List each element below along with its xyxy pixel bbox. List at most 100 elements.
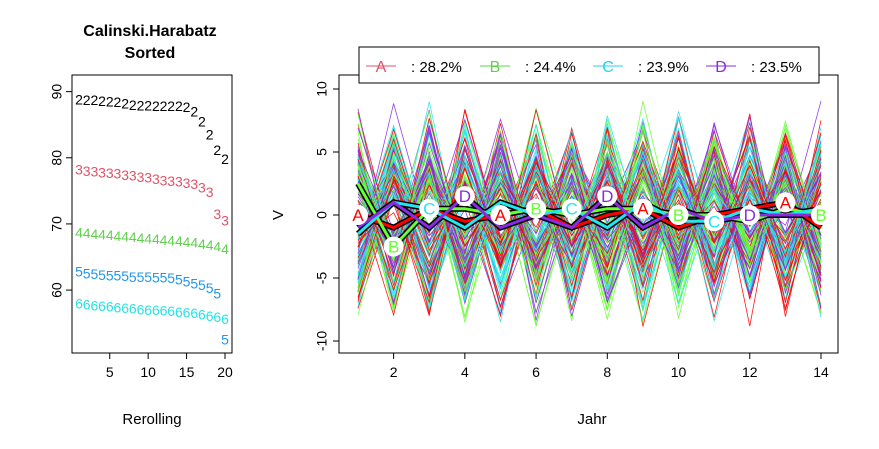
series-marker-C: C xyxy=(708,212,720,231)
series-marker-bg-A xyxy=(348,205,368,225)
left-point: 3 xyxy=(114,166,122,182)
right-x-axis: 2 4 6 8 10 12 14 xyxy=(390,353,829,380)
left-point: 2 xyxy=(75,92,83,108)
left-point: 4 xyxy=(175,233,183,249)
right-ylabel: V xyxy=(270,210,287,220)
series-marker-D: D xyxy=(601,187,613,206)
series-marker-A: A xyxy=(637,200,649,219)
left-x-axis: 5 10 15 20 xyxy=(106,353,233,380)
left-point: 2 xyxy=(206,127,214,143)
left-point: 5 xyxy=(98,267,106,283)
series-marker-B: B xyxy=(815,206,826,225)
left-point: 4 xyxy=(83,225,91,241)
left-point: 4 xyxy=(152,231,160,247)
left-y-tick-label: 60 xyxy=(49,282,65,298)
left-point: 6 xyxy=(144,302,152,318)
left-point: 5 xyxy=(121,268,129,284)
series-markers: A B C D A B C D A B C D A B xyxy=(348,186,831,257)
left-point: 4 xyxy=(144,230,152,246)
left-point: 3 xyxy=(137,169,145,185)
legend-key-B: B xyxy=(490,59,501,76)
right-x-tick-label: 2 xyxy=(390,364,398,380)
background-trajectory xyxy=(357,135,822,311)
left-point: 5 xyxy=(160,270,168,286)
series-marker-bg-C xyxy=(419,198,440,219)
series-marker-bg-D xyxy=(739,205,760,225)
left-point: 6 xyxy=(106,299,114,315)
left-point: 2 xyxy=(183,99,191,115)
left-point: 3 xyxy=(83,163,91,179)
right-x-tick-label: 8 xyxy=(603,364,611,380)
left-point: 4 xyxy=(114,228,122,244)
series-marker-bg-B xyxy=(526,198,547,219)
left-point: 6 xyxy=(183,305,191,321)
left-point: 5 xyxy=(83,266,91,282)
left-point: 5 xyxy=(175,271,183,287)
left-point: 5 xyxy=(114,268,122,284)
background-trajectory xyxy=(357,108,822,304)
left-point: 3 xyxy=(213,206,221,222)
right-x-tick-label: 6 xyxy=(532,364,540,380)
left-point: 4 xyxy=(167,232,175,248)
left-point: 5 xyxy=(183,273,191,289)
legend: A: 28.2% B: 24.4% C: 23.9% D: 23.5% xyxy=(358,46,820,84)
background-trajectory xyxy=(357,136,822,299)
left-point: 2 xyxy=(198,113,206,129)
left-point: 2 xyxy=(160,98,168,114)
left-point: 4 xyxy=(106,227,114,243)
left-point: 5 xyxy=(167,270,175,286)
right-y-tick-label: -5 xyxy=(314,272,330,285)
left-xlabel: Rerolling xyxy=(122,411,181,428)
left-point: 5 xyxy=(198,277,206,293)
left-point: 6 xyxy=(98,298,106,314)
left-point: 3 xyxy=(175,174,183,190)
left-point: 2 xyxy=(221,151,229,167)
legend-label-D: : 23.5% xyxy=(751,59,802,76)
series-marker-bg-B xyxy=(383,236,404,257)
left-x-tick-label: 10 xyxy=(140,364,156,380)
series-marker-C: C xyxy=(423,200,435,219)
left-point: 6 xyxy=(198,307,206,323)
left-point: 6 xyxy=(160,303,168,319)
series-marker-B: B xyxy=(388,238,399,257)
left-point: 3 xyxy=(167,173,175,189)
left-y-axis: 60 70 80 90 xyxy=(49,84,72,298)
left-point: 3 xyxy=(206,184,214,200)
left-point: 2 xyxy=(190,103,198,119)
legend-label-C: : 23.9% xyxy=(638,59,689,76)
series-marker-B: B xyxy=(530,200,541,219)
left-x-tick-label: 20 xyxy=(217,364,233,380)
legend-label-B: : 24.4% xyxy=(525,59,576,76)
left-point: 2 xyxy=(98,93,106,109)
left-point: 5 xyxy=(106,268,114,284)
left-point: 4 xyxy=(160,232,168,248)
right-y-axis: -10 -5 0 5 10 xyxy=(314,81,339,351)
left-point: 3 xyxy=(129,168,137,184)
left-point: 5 xyxy=(152,270,160,286)
left-chart: Calinski.Harabatz Sorted 5 10 15 20 60 70 80 9… xyxy=(49,23,233,428)
left-point: 6 xyxy=(83,297,91,313)
left-point: 4 xyxy=(75,225,83,241)
series-marker-bg-B xyxy=(811,205,831,225)
left-point: 2 xyxy=(129,97,137,113)
background-trajectory xyxy=(357,132,822,289)
left-point: 5 xyxy=(137,269,145,285)
left-point: 5 xyxy=(221,332,229,348)
left-point: 6 xyxy=(206,308,214,324)
left-point: 3 xyxy=(221,213,229,229)
left-y-tick-label: 90 xyxy=(49,84,65,100)
background-trajectory xyxy=(357,143,822,302)
left-point: 5 xyxy=(144,269,152,285)
background-trajectory xyxy=(357,133,822,311)
series-marker-A: A xyxy=(780,193,792,212)
left-point: 2 xyxy=(144,98,152,114)
left-point: 3 xyxy=(106,165,114,181)
left-point: 2 xyxy=(213,142,221,158)
series-marker-bg-C xyxy=(704,211,725,232)
left-point: 6 xyxy=(121,300,129,316)
left-point: 6 xyxy=(90,297,98,313)
series-marker-D: D xyxy=(459,187,471,206)
left-point: 6 xyxy=(152,302,160,318)
